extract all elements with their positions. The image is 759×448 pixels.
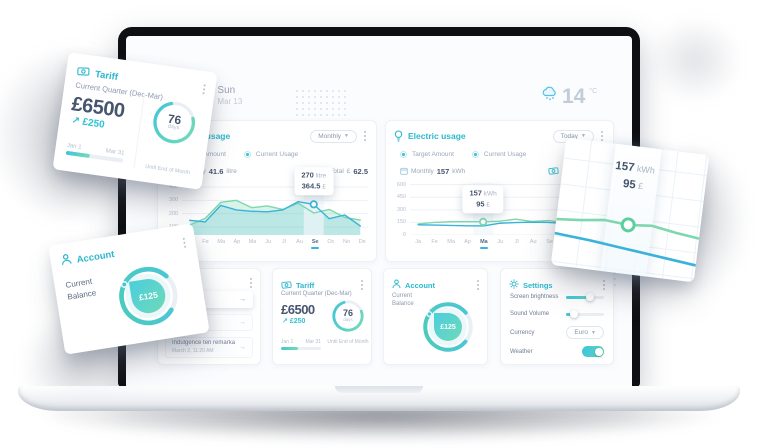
legend-current-label: Current Usage	[483, 151, 527, 158]
days-ring: 76 days	[331, 299, 365, 333]
total-currency: £	[346, 168, 351, 175]
card-title: Account	[75, 248, 116, 266]
balance-gauge: £125	[111, 258, 187, 334]
calendar-icon	[400, 167, 408, 177]
day-label: Sun	[217, 85, 236, 96]
total-label: Total	[330, 168, 344, 175]
chevron-down-icon: ▼	[591, 329, 596, 336]
kebab-menu-icon[interactable]	[475, 278, 481, 292]
kebab-menu-icon[interactable]	[601, 278, 607, 292]
date-label: Mar 13	[217, 97, 243, 106]
legend-target-label: Target Amount	[412, 151, 454, 158]
kebab-menu-icon[interactable]	[248, 276, 254, 290]
money-icon	[316, 166, 327, 177]
money-icon	[281, 276, 292, 294]
card-title: Account	[405, 280, 435, 290]
laptop-base	[18, 386, 740, 411]
kebab-menu-icon[interactable]	[599, 129, 605, 143]
range-end: Mar 31	[105, 148, 125, 157]
kebab-menu-icon[interactable]	[362, 129, 368, 143]
volume-slider[interactable]	[566, 310, 604, 318]
floating-account-card: Account Current Balance £125	[48, 223, 210, 355]
period-label: Monthly	[411, 168, 434, 175]
tariff-footer: Until End of Month	[327, 339, 369, 345]
weather-label: Weather	[510, 348, 533, 355]
quarter-progress-bar	[281, 347, 321, 350]
tariff-card: Tariff Current Quarter (Dec-Mar) £6500 ↗…	[272, 268, 372, 365]
brightness-label: Screen brightness	[510, 294, 559, 300]
account-card: Account Current Balance £125	[383, 268, 488, 365]
current-usage-radio[interactable]	[471, 151, 479, 158]
tariff-delta: £250	[289, 318, 306, 325]
card-title: Tariff	[296, 280, 315, 290]
temperature-value: 14	[562, 85, 586, 108]
tariff-amount: £6500	[281, 302, 315, 317]
arrow-right-icon: →	[239, 344, 246, 351]
zoom-chart-lines	[554, 217, 700, 267]
brightness-slider[interactable]	[566, 293, 604, 301]
arrow-right-icon: →	[239, 296, 246, 303]
floating-tariff-card: Tariff Current Quarter (Dec-Mar) £6500 ↗…	[52, 52, 218, 190]
person-icon	[60, 252, 74, 271]
period-value: 41.6	[208, 167, 224, 176]
bulb-icon	[394, 130, 403, 142]
temperature-unit: °C	[589, 88, 598, 95]
range-start: Jan 1	[66, 142, 82, 151]
person-icon	[392, 276, 401, 294]
shadow-smudge	[630, 0, 759, 120]
laptop-notch	[335, 386, 423, 393]
balance-value: £125	[434, 313, 462, 341]
x-axis-labels: JaFeMaApMaJuJlAuSeOcNoDe	[187, 239, 366, 249]
range-end: Mar 31	[305, 339, 321, 345]
balance-gauge: £125	[420, 299, 476, 355]
chevron-down-icon: ▼	[344, 133, 349, 139]
range-start: Jan 1	[281, 339, 294, 345]
water-usage-chart[interactable]: 270 litre 364.5 £	[182, 167, 368, 240]
card-title: Settings	[523, 280, 553, 290]
tariff-delta: £250	[81, 116, 106, 131]
period-value: 157	[436, 167, 450, 176]
chevron-down-icon: ▼	[581, 133, 586, 139]
card-title: Tariff	[94, 68, 119, 83]
period-unit: kWh	[452, 168, 466, 175]
chart-legend: Target Amount Current Usage	[400, 151, 526, 158]
target-amount-radio[interactable]	[400, 151, 407, 158]
currency-label: Currency	[510, 329, 535, 336]
floating-chart-zoom-card: 157 kWh 95 £	[550, 137, 710, 283]
gear-icon	[509, 276, 519, 294]
weather-toggle[interactable]	[582, 346, 604, 357]
y-axis-labels: 0 150 300 450 600	[396, 181, 406, 238]
money-icon	[75, 62, 91, 82]
kebab-menu-icon[interactable]	[359, 278, 365, 292]
settings-card: Settings Screen brightness Sound Volume …	[500, 268, 614, 365]
rain-cloud-icon	[541, 86, 558, 106]
kebab-menu-icon[interactable]	[180, 235, 188, 250]
total-value: 62.5	[353, 167, 368, 176]
balance-label: Current Balance	[392, 293, 414, 308]
days-ring: 76 days	[148, 96, 200, 148]
kebab-menu-icon[interactable]	[200, 82, 208, 97]
tariff-footer: Until End of Month	[144, 163, 191, 177]
arrow-right-icon: →	[239, 319, 246, 326]
tariff-subtitle: Current Quarter (Dec-Mar)	[281, 291, 352, 297]
legend-current-label: Current Usage	[255, 151, 299, 158]
balance-label: Current Balance	[64, 276, 97, 302]
money-icon	[548, 166, 559, 177]
period-unit: litre	[226, 168, 237, 175]
notification-row[interactable]: Indulgence ten remarkably March 2, 11:20…	[165, 337, 253, 358]
panel-title: Electric usage	[408, 131, 466, 141]
trend-up-icon: ↗	[282, 318, 288, 325]
currency-select[interactable]: Euro ▼	[566, 326, 604, 339]
weather-widget: 14 °C	[541, 86, 597, 107]
current-usage-radio[interactable]	[243, 151, 251, 158]
trend-up-icon: ↗	[70, 115, 81, 128]
range-selector[interactable]: Monthly ▼	[310, 129, 357, 143]
volume-label: Sound Volume	[510, 311, 550, 317]
